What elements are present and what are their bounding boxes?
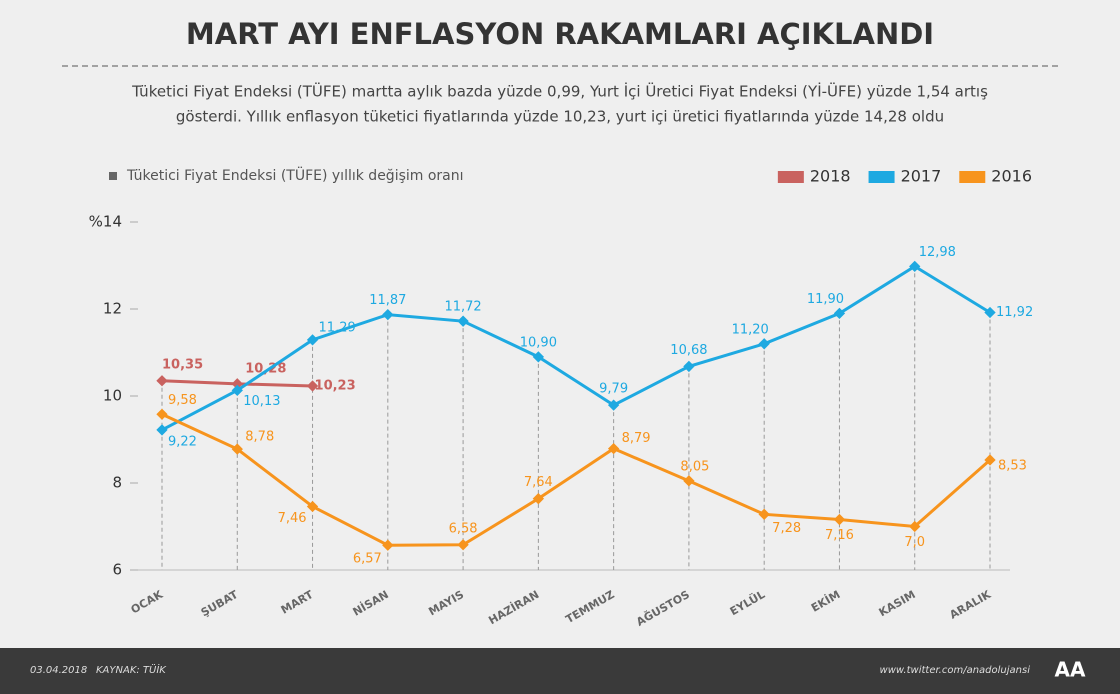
data-label: 12,98 — [919, 245, 956, 260]
data-label: 9,79 — [599, 382, 628, 397]
point — [833, 307, 846, 320]
point — [231, 384, 243, 397]
point — [306, 500, 319, 513]
point — [457, 315, 469, 327]
series-line — [161, 412, 991, 547]
data-label: 11,87 — [369, 293, 406, 308]
footer-url: www.twitter.com/anadolujansi — [880, 665, 1031, 676]
footer-source: KAYNAK: TÜİK — [96, 663, 167, 676]
x-tick-label: KASIM — [877, 588, 918, 619]
x-tick-label: OCAK — [129, 588, 166, 617]
point — [909, 260, 921, 273]
data-label: 11,90 — [807, 292, 844, 307]
x-tick-label: MART — [279, 588, 316, 617]
point — [156, 375, 168, 387]
point — [833, 513, 846, 526]
x-tick-label: NİSAN — [350, 587, 391, 619]
point — [156, 424, 168, 436]
data-label: 11,72 — [444, 300, 481, 315]
data-label: 10,28 — [245, 361, 286, 376]
point — [758, 338, 770, 350]
data-label: 8,05 — [680, 459, 709, 474]
point — [306, 380, 319, 392]
x-tick-label: EYLÜL — [727, 587, 767, 618]
data-label: 8,78 — [245, 430, 274, 445]
point — [984, 306, 996, 319]
caption-icon — [109, 172, 117, 180]
data-label: 9,22 — [168, 434, 197, 449]
subtitle: gösterdi. Yıllık enflasyon tüketici fiya… — [176, 108, 944, 126]
point — [231, 443, 243, 455]
x-tick-label: MAYIS — [426, 588, 466, 618]
series-line — [161, 264, 991, 432]
data-label: 8,79 — [622, 431, 651, 446]
footer-bar — [0, 648, 1120, 694]
y-tick-label: 12 — [103, 300, 122, 318]
x-tick-label: TEMMUZ — [564, 588, 617, 626]
data-label: 11,20 — [732, 322, 769, 337]
legend-label: 2018 — [810, 167, 851, 186]
legend-swatch — [868, 171, 895, 183]
logo: AA — [1055, 658, 1086, 682]
legend-label: 2017 — [901, 167, 942, 186]
footer-date: 03.04.2018 — [30, 665, 87, 676]
data-label: 9,58 — [168, 393, 197, 408]
point — [758, 508, 770, 520]
legend-swatch — [777, 171, 804, 183]
x-tick-label: ARALIK — [947, 588, 993, 622]
data-label: 7,28 — [772, 521, 801, 536]
point — [306, 334, 319, 346]
data-label: 7,16 — [825, 528, 854, 543]
data-label: 10,35 — [162, 357, 203, 372]
x-tick-label: ŞUBAT — [199, 588, 241, 620]
point — [156, 408, 168, 420]
data-label: 10,23 — [315, 378, 356, 393]
point — [382, 308, 394, 321]
data-label: 11,29 — [319, 320, 356, 335]
point — [683, 475, 695, 487]
data-label: 10,13 — [243, 394, 280, 409]
x-tick-label: HAZİRAN — [486, 587, 541, 627]
point — [607, 399, 620, 411]
legend-swatch — [959, 171, 986, 183]
point — [532, 493, 545, 505]
subtitle: Tüketici Fiyat Endeksi (TÜFE) martta ayl… — [131, 82, 988, 101]
point — [984, 454, 996, 466]
point — [607, 442, 620, 455]
chart-title: MART AYI ENFLASYON RAKAMLARI AÇIKLANDI — [186, 17, 934, 51]
data-label: 10,68 — [670, 343, 707, 358]
data-label: 7,0 — [904, 535, 925, 550]
y-tick-label: 6 — [112, 561, 122, 579]
y-tick-label: %14 — [89, 213, 122, 231]
data-label: 11,92 — [996, 305, 1033, 320]
data-label: 8,53 — [998, 458, 1027, 473]
point — [909, 520, 921, 533]
caption: Tüketici Fiyat Endeksi (TÜFE) yıllık değ… — [126, 166, 464, 184]
x-tick-label: EKİM — [809, 587, 843, 615]
point — [457, 539, 469, 551]
point — [683, 360, 695, 373]
legend-label: 2016 — [991, 167, 1032, 186]
point — [532, 351, 545, 363]
point — [382, 539, 394, 551]
data-label: 10,90 — [520, 335, 557, 350]
data-label: 6,58 — [449, 521, 478, 536]
data-label: 7,64 — [524, 475, 553, 490]
data-label: 7,46 — [278, 511, 307, 526]
y-tick-label: 10 — [103, 387, 122, 405]
data-label: 6,57 — [353, 552, 382, 567]
x-tick-label: AĞUSTOS — [634, 588, 692, 629]
y-tick-label: 8 — [112, 474, 122, 492]
